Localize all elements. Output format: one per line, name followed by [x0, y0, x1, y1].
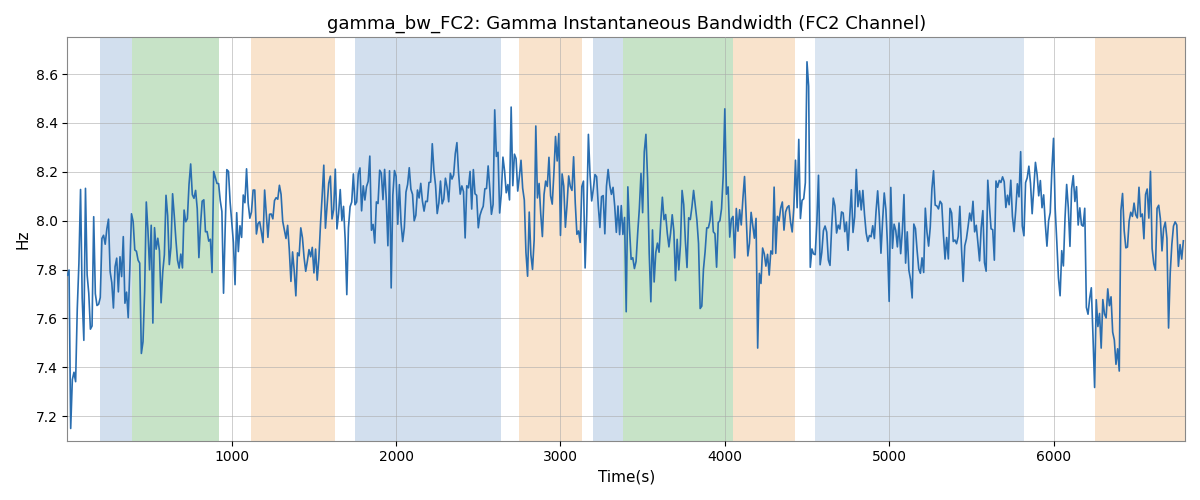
Bar: [355, 38, 502, 440]
Bar: [815, 38, 1024, 440]
Bar: [623, 38, 733, 440]
Bar: [1094, 38, 1186, 440]
Bar: [101, 38, 132, 440]
Bar: [132, 38, 218, 440]
Y-axis label: Hz: Hz: [16, 230, 30, 249]
Bar: [593, 38, 623, 440]
Title: gamma_bw_FC2: Gamma Instantaneous Bandwidth (FC2 Channel): gamma_bw_FC2: Gamma Instantaneous Bandwi…: [326, 15, 926, 34]
Bar: [520, 38, 582, 440]
Bar: [733, 38, 796, 440]
X-axis label: Time(s): Time(s): [598, 470, 655, 485]
Bar: [252, 38, 335, 440]
